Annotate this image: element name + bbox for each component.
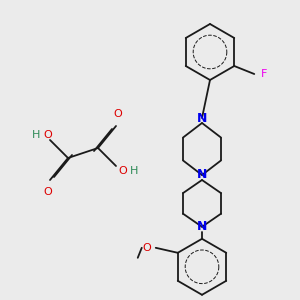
Text: F: F	[261, 69, 267, 79]
Text: O: O	[44, 130, 52, 140]
Text: N: N	[197, 169, 207, 182]
Text: O: O	[44, 187, 52, 197]
Text: N: N	[197, 112, 207, 124]
Text: O: O	[118, 166, 127, 176]
Text: H: H	[130, 166, 138, 176]
Text: O: O	[114, 109, 122, 119]
Text: O: O	[142, 243, 151, 253]
Text: N: N	[197, 220, 207, 233]
Text: H: H	[32, 130, 40, 140]
